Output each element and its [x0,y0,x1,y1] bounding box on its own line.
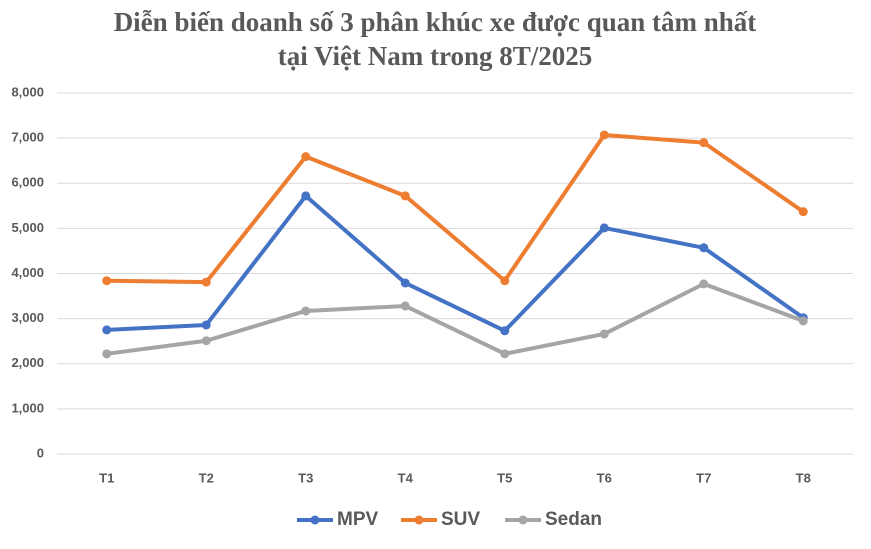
data-point [301,191,311,201]
legend-marker [518,515,528,525]
chart-title: Diễn biến doanh số 3 phân khúc xe được q… [114,7,757,37]
y-tick-label: 5,000 [11,220,44,235]
x-tick-label: T2 [199,470,214,485]
data-point [400,301,410,311]
y-tick-label: 1,000 [11,400,44,415]
y-tick-label: 3,000 [11,310,44,325]
series-line [106,281,804,356]
data-point [500,349,510,359]
y-tick-label: 4,000 [11,265,44,280]
legend-label: MPV [337,509,379,530]
data-point [699,138,709,148]
data-point [400,191,410,201]
series-line [106,132,805,285]
x-tick-label: T1 [99,470,114,485]
y-tick-label: 8,000 [11,84,44,99]
data-point [699,279,709,289]
data-point [798,207,808,217]
data-point [102,349,112,359]
data-point [400,278,410,288]
x-tick-label: T3 [298,470,313,485]
x-tick-label: T6 [597,470,612,485]
data-point [699,243,709,253]
data-point [599,223,609,233]
chart-title: tại Việt Nam trong 8T/2025 [278,41,592,71]
legend-marker [310,515,320,525]
x-tick-label: T7 [696,470,711,485]
data-point [599,130,609,140]
data-point [301,152,311,162]
data-point [301,306,311,316]
y-tick-label: 2,000 [11,355,44,370]
y-tick-label: 6,000 [11,175,44,190]
data-point [201,320,211,330]
data-point [798,316,808,326]
legend-label: Sedan [545,509,602,530]
data-point [102,276,112,286]
data-point [500,276,510,286]
data-point [599,329,609,339]
series-line [106,193,805,333]
x-tick-label: T5 [497,470,512,485]
data-point [500,326,510,336]
x-tick-label: T4 [398,470,414,485]
y-tick-label: 0 [37,445,44,460]
data-point [102,325,112,335]
y-tick-label: 7,000 [11,130,44,145]
x-tick-label: T8 [796,470,811,485]
legend-marker [414,515,424,525]
data-point [201,277,211,287]
legend-label: SUV [441,509,480,530]
data-point [201,336,211,346]
